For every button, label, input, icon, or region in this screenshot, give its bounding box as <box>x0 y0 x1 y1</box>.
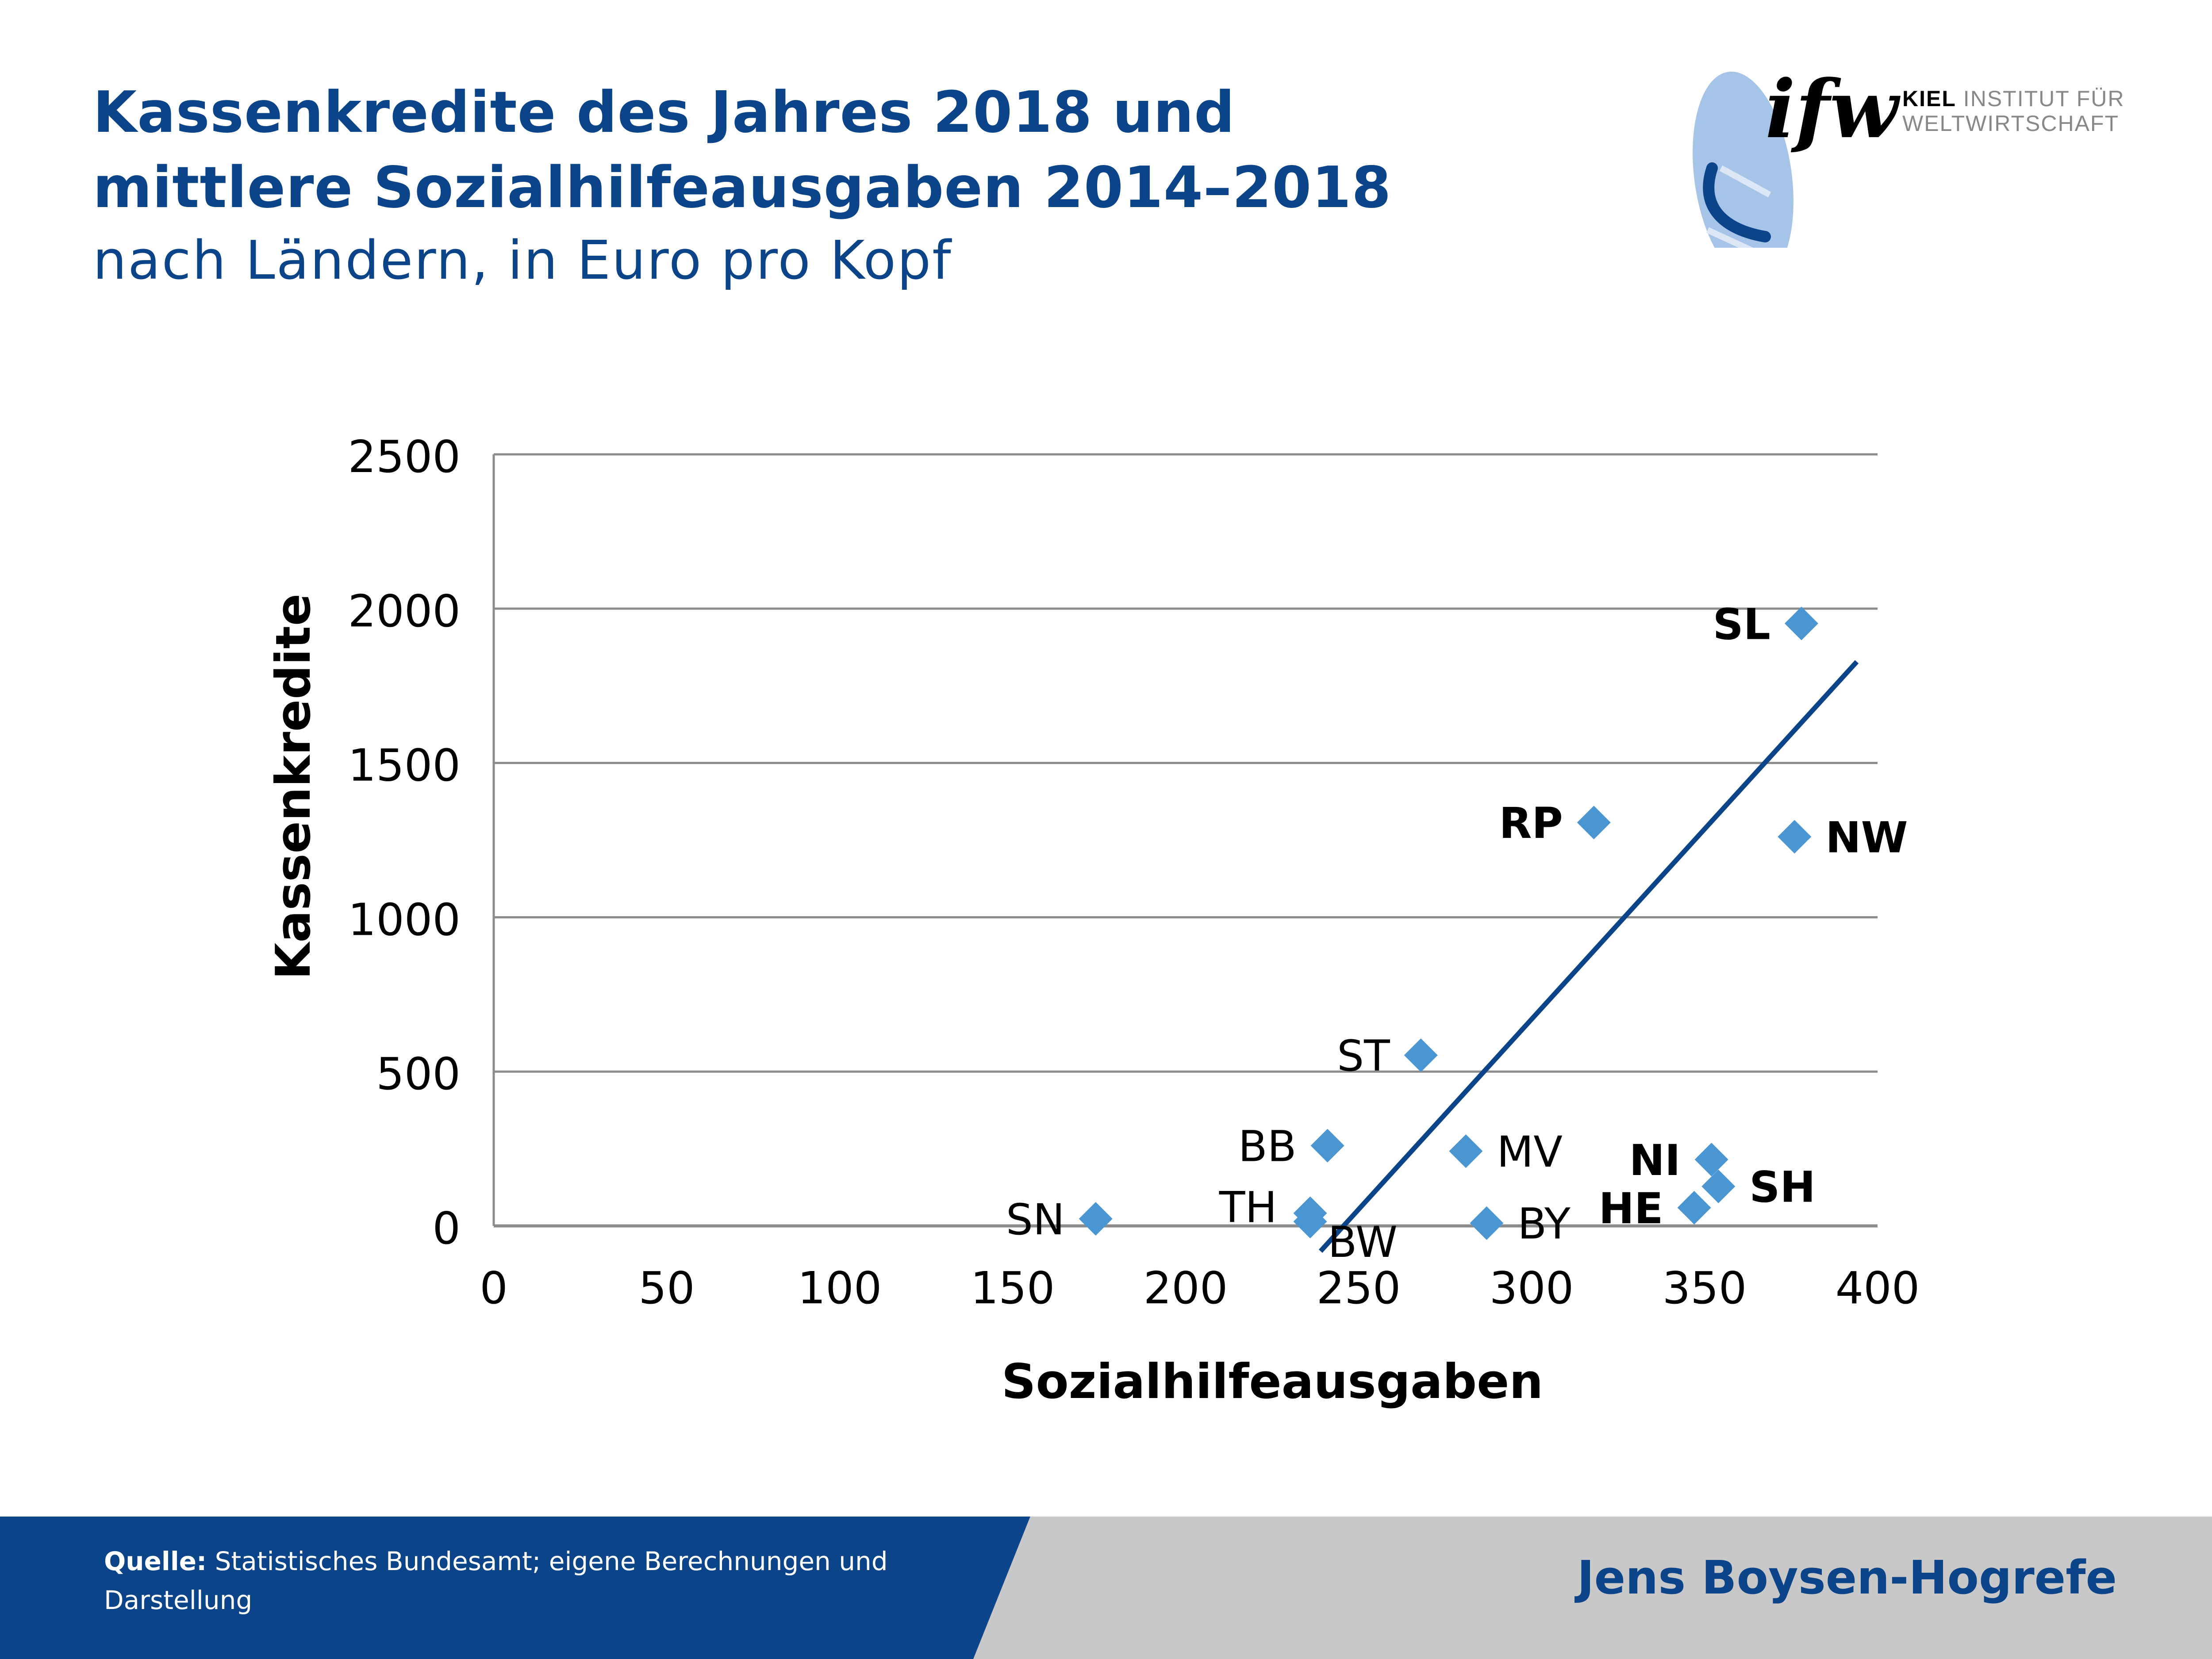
point-label-st: ST <box>1337 1031 1390 1081</box>
point-bw <box>1293 1205 1327 1239</box>
x-tick-label: 350 <box>1663 1262 1747 1314</box>
source-label: Quelle: <box>104 1546 207 1576</box>
point-bb <box>1310 1129 1344 1163</box>
point-rp <box>1577 806 1611 840</box>
point-st <box>1404 1038 1438 1072</box>
title-line-1: Kassenkredite des Jahres 2018 und <box>93 80 1235 146</box>
x-tick-label: 300 <box>1490 1262 1574 1314</box>
x-tick-label: 250 <box>1317 1262 1401 1314</box>
logo-line-2: WELTWIRTSCHAFT <box>1902 111 2120 136</box>
trend-line <box>1318 660 1859 1253</box>
point-label-nw: NW <box>1825 813 1908 862</box>
logo-institute-name: KIEL INSTITUT FÜR WELTWIRTSCHAFT <box>1902 86 2125 136</box>
point-label-bw: BW <box>1328 1217 1398 1267</box>
data-points <box>1079 607 1818 1240</box>
x-axis-label: Sozialhilfeausgaben <box>1002 1354 1544 1409</box>
x-tick-label: 100 <box>798 1262 882 1314</box>
ifw-mark: ifw <box>1765 63 1901 156</box>
x-tick-label: 50 <box>638 1262 695 1314</box>
point-he <box>1677 1190 1711 1225</box>
point-nw <box>1778 820 1812 854</box>
point-label-sl: SL <box>1713 599 1770 649</box>
author-name: Jens Boysen-Hogrefe <box>1577 1551 2117 1605</box>
globe-icon <box>1693 71 1793 248</box>
y-tick-label: 2000 <box>348 585 461 637</box>
x-tick-label: 200 <box>1144 1262 1228 1314</box>
chart-subtitle: nach Ländern, in Euro pro Kopf <box>93 230 952 292</box>
point-label-mv: MV <box>1497 1127 1563 1177</box>
footer-author-panel <box>973 1517 2212 1659</box>
point-sn <box>1079 1202 1113 1236</box>
point-label-he: HE <box>1599 1184 1663 1233</box>
y-axis-label: Kassenkredite <box>266 594 321 980</box>
footer-source-panel <box>0 1517 1031 1659</box>
point-label-th: TH <box>1219 1183 1277 1232</box>
point-label-sh: SH <box>1749 1163 1815 1212</box>
point-label-ni: NI <box>1629 1136 1681 1185</box>
grid-lines <box>494 453 1878 1228</box>
y-tick-label: 1500 <box>348 740 461 791</box>
y-tick-label: 0 <box>432 1202 461 1254</box>
point-mv <box>1449 1134 1483 1168</box>
x-tick-label: 150 <box>971 1262 1055 1314</box>
x-tick-labels: 0 50 100 150 200 250 300 350 400 <box>480 1262 1920 1314</box>
point-label-by: BY <box>1517 1199 1571 1249</box>
x-tick-label: 0 <box>480 1262 508 1314</box>
point-label-sn: SN <box>1006 1195 1065 1244</box>
point-sl <box>1784 607 1818 641</box>
point-label-bb: BB <box>1238 1122 1297 1171</box>
x-tick-label: 400 <box>1836 1262 1920 1314</box>
y-tick-labels: 0 500 1000 1500 2000 2500 <box>348 431 461 1254</box>
y-tick-label: 1000 <box>348 894 461 945</box>
source-text: Statistisches Bundesamt; eigene Berechnu… <box>104 1546 888 1615</box>
y-tick-label: 2500 <box>348 431 461 483</box>
point-ni <box>1694 1143 1728 1177</box>
title-line-2: mittlere Sozialhilfeausgaben 2014–2018 <box>93 155 1392 221</box>
ifw-logo: ifw <box>1693 63 1901 248</box>
logo-line-1: INSTITUT FÜR <box>1956 86 2125 111</box>
chart-title: Kassenkredite des Jahres 2018 und mittle… <box>93 75 1391 226</box>
point-by <box>1470 1206 1504 1240</box>
point-label-rp: RP <box>1499 799 1563 848</box>
y-tick-label: 500 <box>376 1048 461 1100</box>
point-sh <box>1701 1169 1736 1203</box>
logo-kiel: KIEL <box>1902 86 1956 111</box>
source-note: Quelle: Statistisches Bundesamt; eigene … <box>104 1542 945 1620</box>
